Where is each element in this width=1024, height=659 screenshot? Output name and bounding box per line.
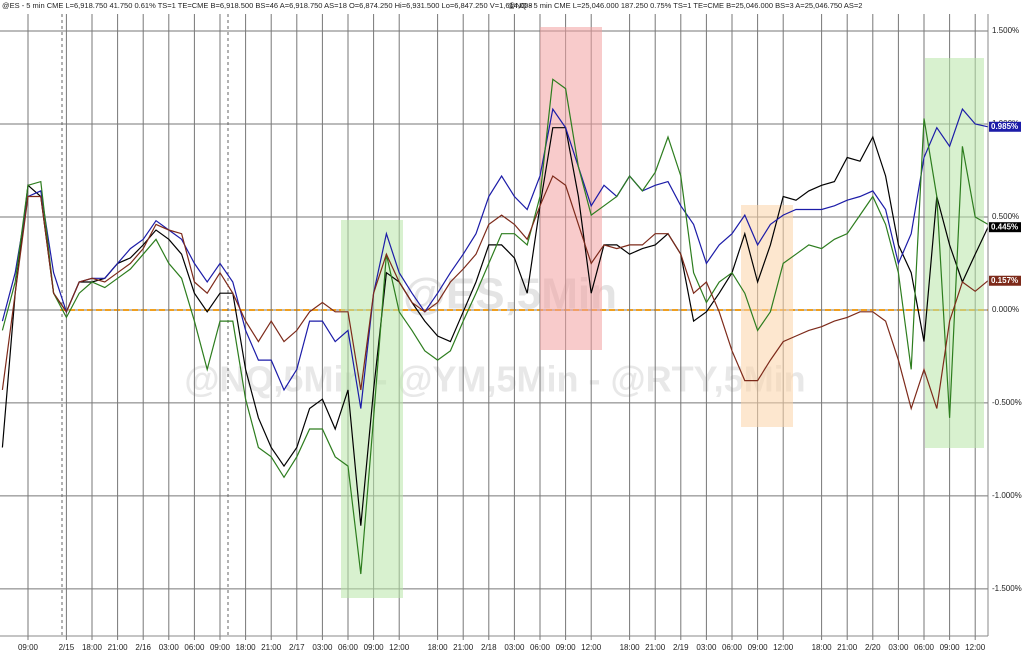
x-tick-label: 18:00 [812, 643, 833, 652]
highlight [540, 27, 602, 350]
x-tick-label: 09:00 [18, 643, 39, 652]
x-tick-label: 06:00 [530, 643, 551, 652]
series-line [1, 78, 989, 575]
lines [1, 78, 989, 575]
y-tick-label: -1.500% [992, 584, 1022, 593]
x-tick-label: 12:00 [773, 643, 794, 652]
x-tick-label: 2/16 [135, 643, 151, 652]
x-tick-label: 03:00 [159, 643, 180, 652]
x-tick-label: 21:00 [453, 643, 474, 652]
header: @NQ - 5 min CME L=25,046.000 187.250 0.7… [508, 1, 862, 10]
y-tick-label: 1.500% [992, 26, 1019, 35]
x-tick-label: 2/20 [865, 643, 881, 652]
x-tick-label: 09:00 [556, 643, 577, 652]
x-tick-label: 18:00 [236, 643, 257, 652]
x-tick-label: 03:00 [696, 643, 717, 652]
header: @ES - 5 min CME L=6,918.750 41.750 0.61%… [2, 1, 532, 10]
x-tick-label: 2/17 [289, 643, 305, 652]
x-tick-label: 12:00 [581, 643, 602, 652]
x-tick-label: 2/19 [673, 643, 689, 652]
last-value-box [989, 222, 1021, 233]
x-tick-label: 06:00 [184, 643, 205, 652]
x-tick-label: 2/15 [59, 643, 75, 652]
x-tick-label: 03:00 [312, 643, 333, 652]
x-tick-label: 06:00 [722, 643, 743, 652]
x-tick-label: 06:00 [338, 643, 359, 652]
x-tick-label: 12:00 [965, 643, 986, 652]
x-tick-label: 09:00 [364, 643, 385, 652]
x-tick-label: 21:00 [837, 643, 858, 652]
last-value-label: 0.445% [991, 222, 1018, 231]
last-value-box [989, 275, 1021, 286]
series-line [1, 175, 989, 411]
x-tick-label: 18:00 [620, 643, 641, 652]
series-line [1, 127, 989, 526]
x-tick-label: 21:00 [261, 643, 282, 652]
y-tick-label: 0.500% [992, 212, 1019, 221]
x-tick-label: 2/18 [481, 643, 497, 652]
x-tick-label: 09:00 [748, 643, 769, 652]
x-tick-label: 09:00 [210, 643, 231, 652]
x-tick-label: 12:00 [389, 643, 410, 652]
x-tick-label: 21:00 [645, 643, 666, 652]
last-value-label: 0.985% [991, 122, 1018, 131]
x-tick-label: 03:00 [504, 643, 525, 652]
y-tick-label: 0.000% [992, 305, 1019, 314]
watermark: @NQ,5Min - @YM,5Min - @RTY,5Min [184, 359, 805, 400]
x-tick-label: 21:00 [108, 643, 129, 652]
x-tick-label: 09:00 [940, 643, 961, 652]
x-tick-label: 18:00 [82, 643, 103, 652]
y-tick-label: -0.500% [992, 398, 1022, 407]
x-tick-label: 18:00 [428, 643, 449, 652]
x-tick-label: 06:00 [914, 643, 935, 652]
last-value-box [989, 121, 1021, 132]
x-tick-label: 03:00 [888, 643, 909, 652]
y-tick-label: -1.000% [992, 491, 1022, 500]
last-value-label: 0.157% [991, 276, 1018, 285]
